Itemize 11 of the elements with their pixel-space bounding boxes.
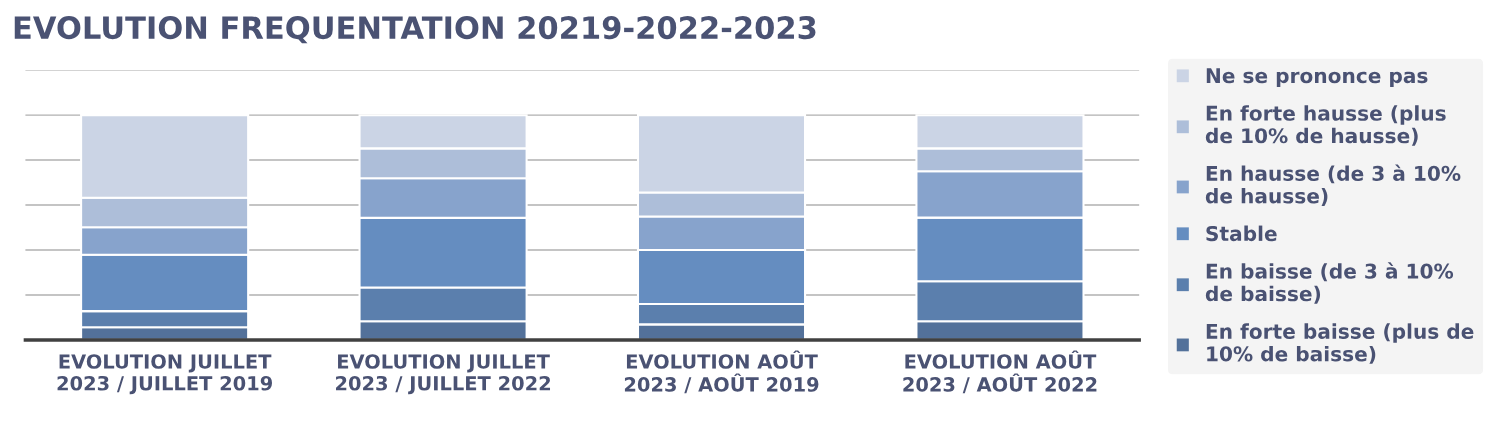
chart-title: EVOLUTION FREQUENTATION 20219-2022-2023 (14, 16, 816, 44)
x-tick-label: EVOLUTION JUILLET 2023 / JUILLET 2019 (57, 354, 273, 395)
x-tick-label: EVOLUTION JUILLET 2023 / JUILLET 2022 (336, 354, 551, 395)
legend-label: En baisse (de 3 à 10% de baisse) (1205, 262, 1454, 304)
legend-label: En forte hausse (plus de 10% de hausse) (1205, 105, 1446, 146)
legend-label: Stable (1206, 225, 1277, 242)
x-tick-label: EVOLUTION AOÛT 2023 / AOÛT 2019 (624, 350, 819, 394)
legend-label: En forte baisse (plus de 10% de baisse) (1206, 323, 1474, 364)
x-tick-label: EVOLUTION AOÛT 2023 / AOÛT 2022 (903, 350, 1097, 394)
legend-label: Ne se prononce pas (1206, 68, 1428, 88)
legend-label: En hausse (de 3 à 10% de hausse) (1205, 164, 1461, 206)
